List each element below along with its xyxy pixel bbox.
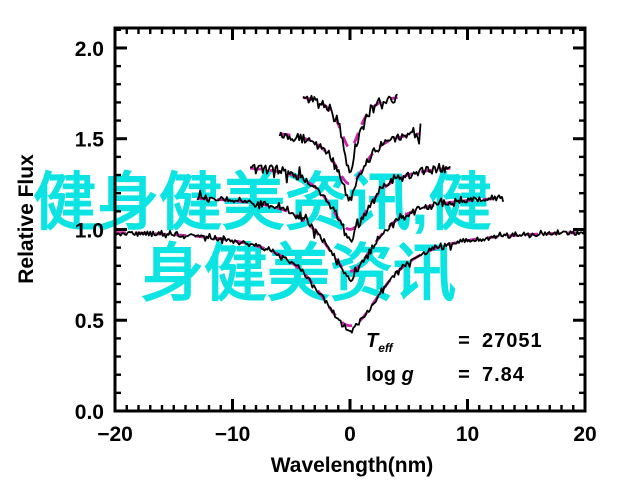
- logg-equals: =: [458, 364, 470, 386]
- x-tick-label-−10: −10: [215, 423, 251, 446]
- y-tick-label-0.0: 0.0: [75, 401, 104, 424]
- model-fit-line-5: [115, 231, 585, 328]
- watermark-line-2: 身健美资讯: [141, 239, 456, 309]
- logg-value: 7.84: [482, 364, 525, 386]
- model-fit-line-3: [249, 166, 451, 231]
- x-axis-label: Wavelength(nm): [270, 454, 434, 477]
- x-tick-label-10: 10: [456, 423, 479, 446]
- spectrum-line-3: [249, 162, 451, 243]
- x-tick-label-0: 0: [344, 423, 356, 446]
- teff-label: Teff: [366, 330, 393, 355]
- y-tick-label-0.5: 0.5: [75, 310, 105, 333]
- spectrum-line-4: [196, 189, 505, 283]
- spectrum-line-5: [114, 229, 586, 334]
- logg-label: log g: [366, 364, 414, 386]
- spectrum-line-1: [302, 93, 399, 174]
- fit-parameters: Teff = 27051 log g = 7.84: [366, 330, 543, 387]
- spectrum-line-2: [278, 123, 422, 202]
- teff-equals: =: [458, 330, 470, 352]
- watermark-line-1: 健身健美资讯,健: [33, 168, 492, 238]
- x-tick-label-−20: −20: [97, 423, 133, 446]
- y-tick-label-1.5: 1.5: [75, 129, 105, 152]
- teff-value: 27051: [482, 330, 543, 352]
- y-axis-label: Relative Flux: [15, 154, 38, 284]
- y-tick-label-1.0: 1.0: [75, 219, 104, 242]
- model-fit-line-4: [197, 196, 504, 273]
- y-tick-label-2.0: 2.0: [75, 38, 104, 61]
- x-tick-label-20: 20: [573, 423, 596, 446]
